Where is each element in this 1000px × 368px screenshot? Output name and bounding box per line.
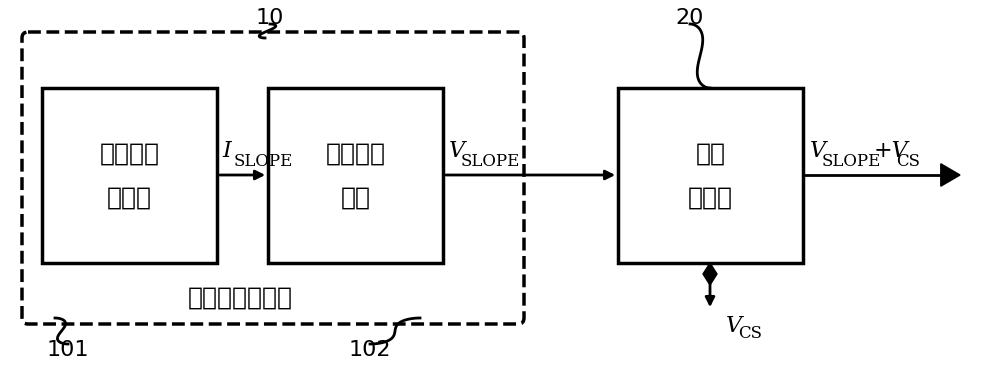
Text: 充电电流: 充电电流	[100, 142, 160, 166]
Bar	[42, 88, 217, 263]
Text: 电容充电: 电容充电	[326, 142, 386, 166]
Text: V: V	[726, 315, 742, 337]
Text: 102: 102	[349, 340, 391, 360]
Text: CS: CS	[738, 326, 762, 343]
Text: SLOPE: SLOPE	[234, 153, 293, 170]
Text: 10: 10	[256, 8, 284, 28]
Text: SLOPE: SLOPE	[461, 153, 520, 170]
Text: 发生器: 发生器	[107, 185, 152, 209]
Text: 20: 20	[676, 8, 704, 28]
Text: 电路: 电路	[340, 185, 370, 209]
FancyBboxPatch shape	[22, 32, 524, 324]
Text: I: I	[222, 140, 231, 162]
Bar	[268, 88, 443, 263]
Text: V: V	[449, 140, 465, 162]
Text: SLOPE: SLOPE	[822, 153, 881, 170]
Bar	[618, 88, 803, 263]
Text: 电压: 电压	[696, 142, 726, 166]
Text: CS: CS	[896, 153, 920, 170]
Polygon shape	[703, 263, 717, 285]
Text: 叠加器: 叠加器	[688, 185, 733, 209]
Polygon shape	[941, 164, 960, 186]
Text: V: V	[810, 140, 826, 162]
Text: 101: 101	[47, 340, 89, 360]
Text: 斜坡电压发生器: 斜坡电压发生器	[188, 286, 292, 310]
Text: +V: +V	[874, 140, 909, 162]
